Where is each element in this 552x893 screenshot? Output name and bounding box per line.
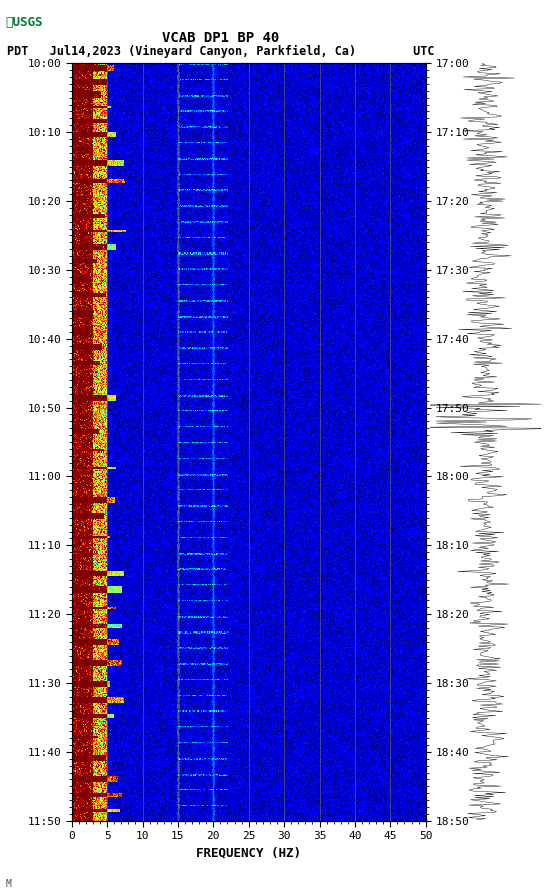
Text: M: M <box>6 879 12 889</box>
Text: VCAB DP1 BP 40: VCAB DP1 BP 40 <box>162 31 279 46</box>
Text: PDT   Jul14,2023 (Vineyard Canyon, Parkfield, Ca)        UTC: PDT Jul14,2023 (Vineyard Canyon, Parkfie… <box>7 45 434 58</box>
X-axis label: FREQUENCY (HZ): FREQUENCY (HZ) <box>196 847 301 860</box>
Text: ⊿USGS: ⊿USGS <box>6 16 43 29</box>
